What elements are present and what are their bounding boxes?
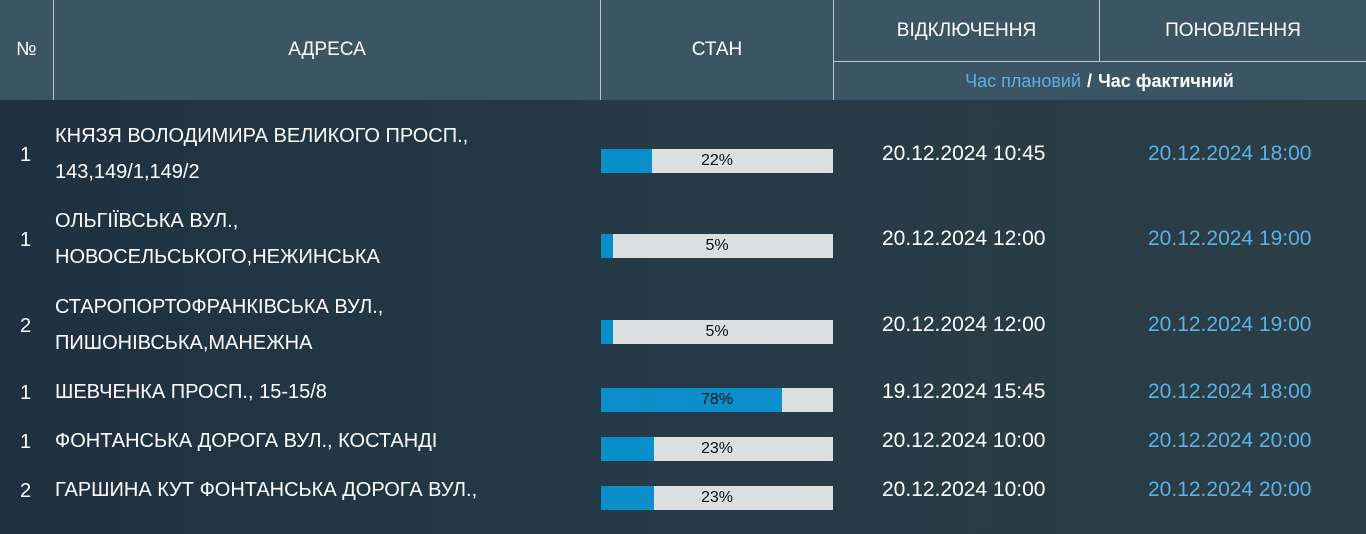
restore-time: 20.12.2024 20:00 [1148,429,1312,452]
address-line: ФОНТАНСЬКА ДОРОГА ВУЛ., КОСТАНДІ [55,430,438,452]
progress-label: 5% [705,237,729,254]
row-number: 1 [20,382,32,404]
address-line: ОЛЬГІЇВСЬКА ВУЛ., [55,210,239,232]
row-address: ГАРШИНА КУТ ФОНТАНСЬКА ДОРОГА ВУЛ., [55,472,575,508]
outage-time: 20.12.2024 10:00 [882,478,1046,501]
progress-label: 22% [700,152,734,169]
address-line: ГАРШИНА КУТ ФОНТАНСЬКА ДОРОГА ВУЛ., [55,479,478,501]
header-time-legend: Час плановий / Час фактичний [833,62,1366,100]
address-line: ШЕВЧЕНКА ПРОСП., 15-15/8 [55,381,327,403]
progress-bar: 23% [601,486,833,510]
restore-time: 20.12.2024 18:00 [1148,142,1312,165]
header-divider-horizontal [833,61,1366,62]
legend-separator: / [1087,70,1093,91]
progress-label: 5% [705,323,729,340]
header-status: СТАН [691,39,743,60]
header-divider [600,0,601,100]
header-restore: ПОНОВЛЕННЯ [1165,19,1301,41]
progress-fill [601,149,653,173]
address-line: ПИШОНІВСЬКА,МАНЕЖНА [55,332,313,354]
outage-time: 20.12.2024 10:45 [882,142,1046,165]
address-line: 143,149/1,149/2 [55,161,200,183]
progress-bar: 23% [601,437,833,461]
address-line: СТАРОПОРТОФРАНКІВСЬКА ВУЛ., [55,296,384,318]
header-outage: ВІДКЛЮЧЕННЯ [896,19,1037,41]
outage-time: 19.12.2024 15:45 [882,380,1046,403]
progress-bar: 22% [601,149,833,173]
progress-bar: 5% [601,320,833,344]
progress-label: 78% [700,391,734,408]
header-divider [1099,0,1100,61]
legend-actual: Час фактичний [1098,70,1234,91]
header-divider [53,0,54,100]
progress-label: 23% [700,440,734,457]
row-address: КНЯЗЯ ВОЛОДИМИРА ВЕЛИКОГО ПРОСП., 143,14… [55,118,575,190]
restore-time: 20.12.2024 18:00 [1148,380,1312,403]
row-address: ФОНТАНСЬКА ДОРОГА ВУЛ., КОСТАНДІ [55,423,575,459]
outage-time: 20.12.2024 10:00 [882,429,1046,452]
progress-fill [601,437,655,461]
progress-fill [601,320,613,344]
restore-time: 20.12.2024 19:00 [1148,313,1312,336]
row-number: 1 [20,431,32,453]
progress-fill [601,486,655,510]
row-number: 2 [20,480,32,502]
address-line: НОВОСЕЛЬСЬКОГО,НЕЖИНСЬКА [55,246,380,268]
row-address: ОЛЬГІЇВСЬКА ВУЛ., НОВОСЕЛЬСЬКОГО,НЕЖИНСЬ… [55,203,575,275]
header-divider [833,0,834,100]
progress-bar: 78% [601,388,833,412]
row-address: ШЕВЧЕНКА ПРОСП., 15-15/8 [55,374,575,410]
restore-time: 20.12.2024 19:00 [1148,227,1312,250]
row-number: 1 [20,144,32,166]
row-number: 2 [20,315,32,337]
header-address: АДРЕСА [288,39,366,60]
progress-fill [601,388,782,412]
progress-fill [601,234,613,258]
address-line: КНЯЗЯ ВОЛОДИМИРА ВЕЛИКОГО ПРОСП., [55,125,469,147]
outage-time: 20.12.2024 12:00 [882,227,1046,250]
progress-bar: 5% [601,234,833,258]
header-number: № [16,39,37,60]
row-address: СТАРОПОРТОФРАНКІВСЬКА ВУЛ., ПИШОНІВСЬКА,… [55,289,575,361]
progress-label: 23% [700,489,734,506]
legend-planned: Час плановий [965,70,1082,91]
table-header: № АДРЕСА СТАН ВІДКЛЮЧЕННЯ ПОНОВЛЕННЯ Час… [0,0,1366,100]
restore-time: 20.12.2024 20:00 [1148,478,1312,501]
row-number: 1 [20,229,32,251]
outage-time: 20.12.2024 12:00 [882,313,1046,336]
